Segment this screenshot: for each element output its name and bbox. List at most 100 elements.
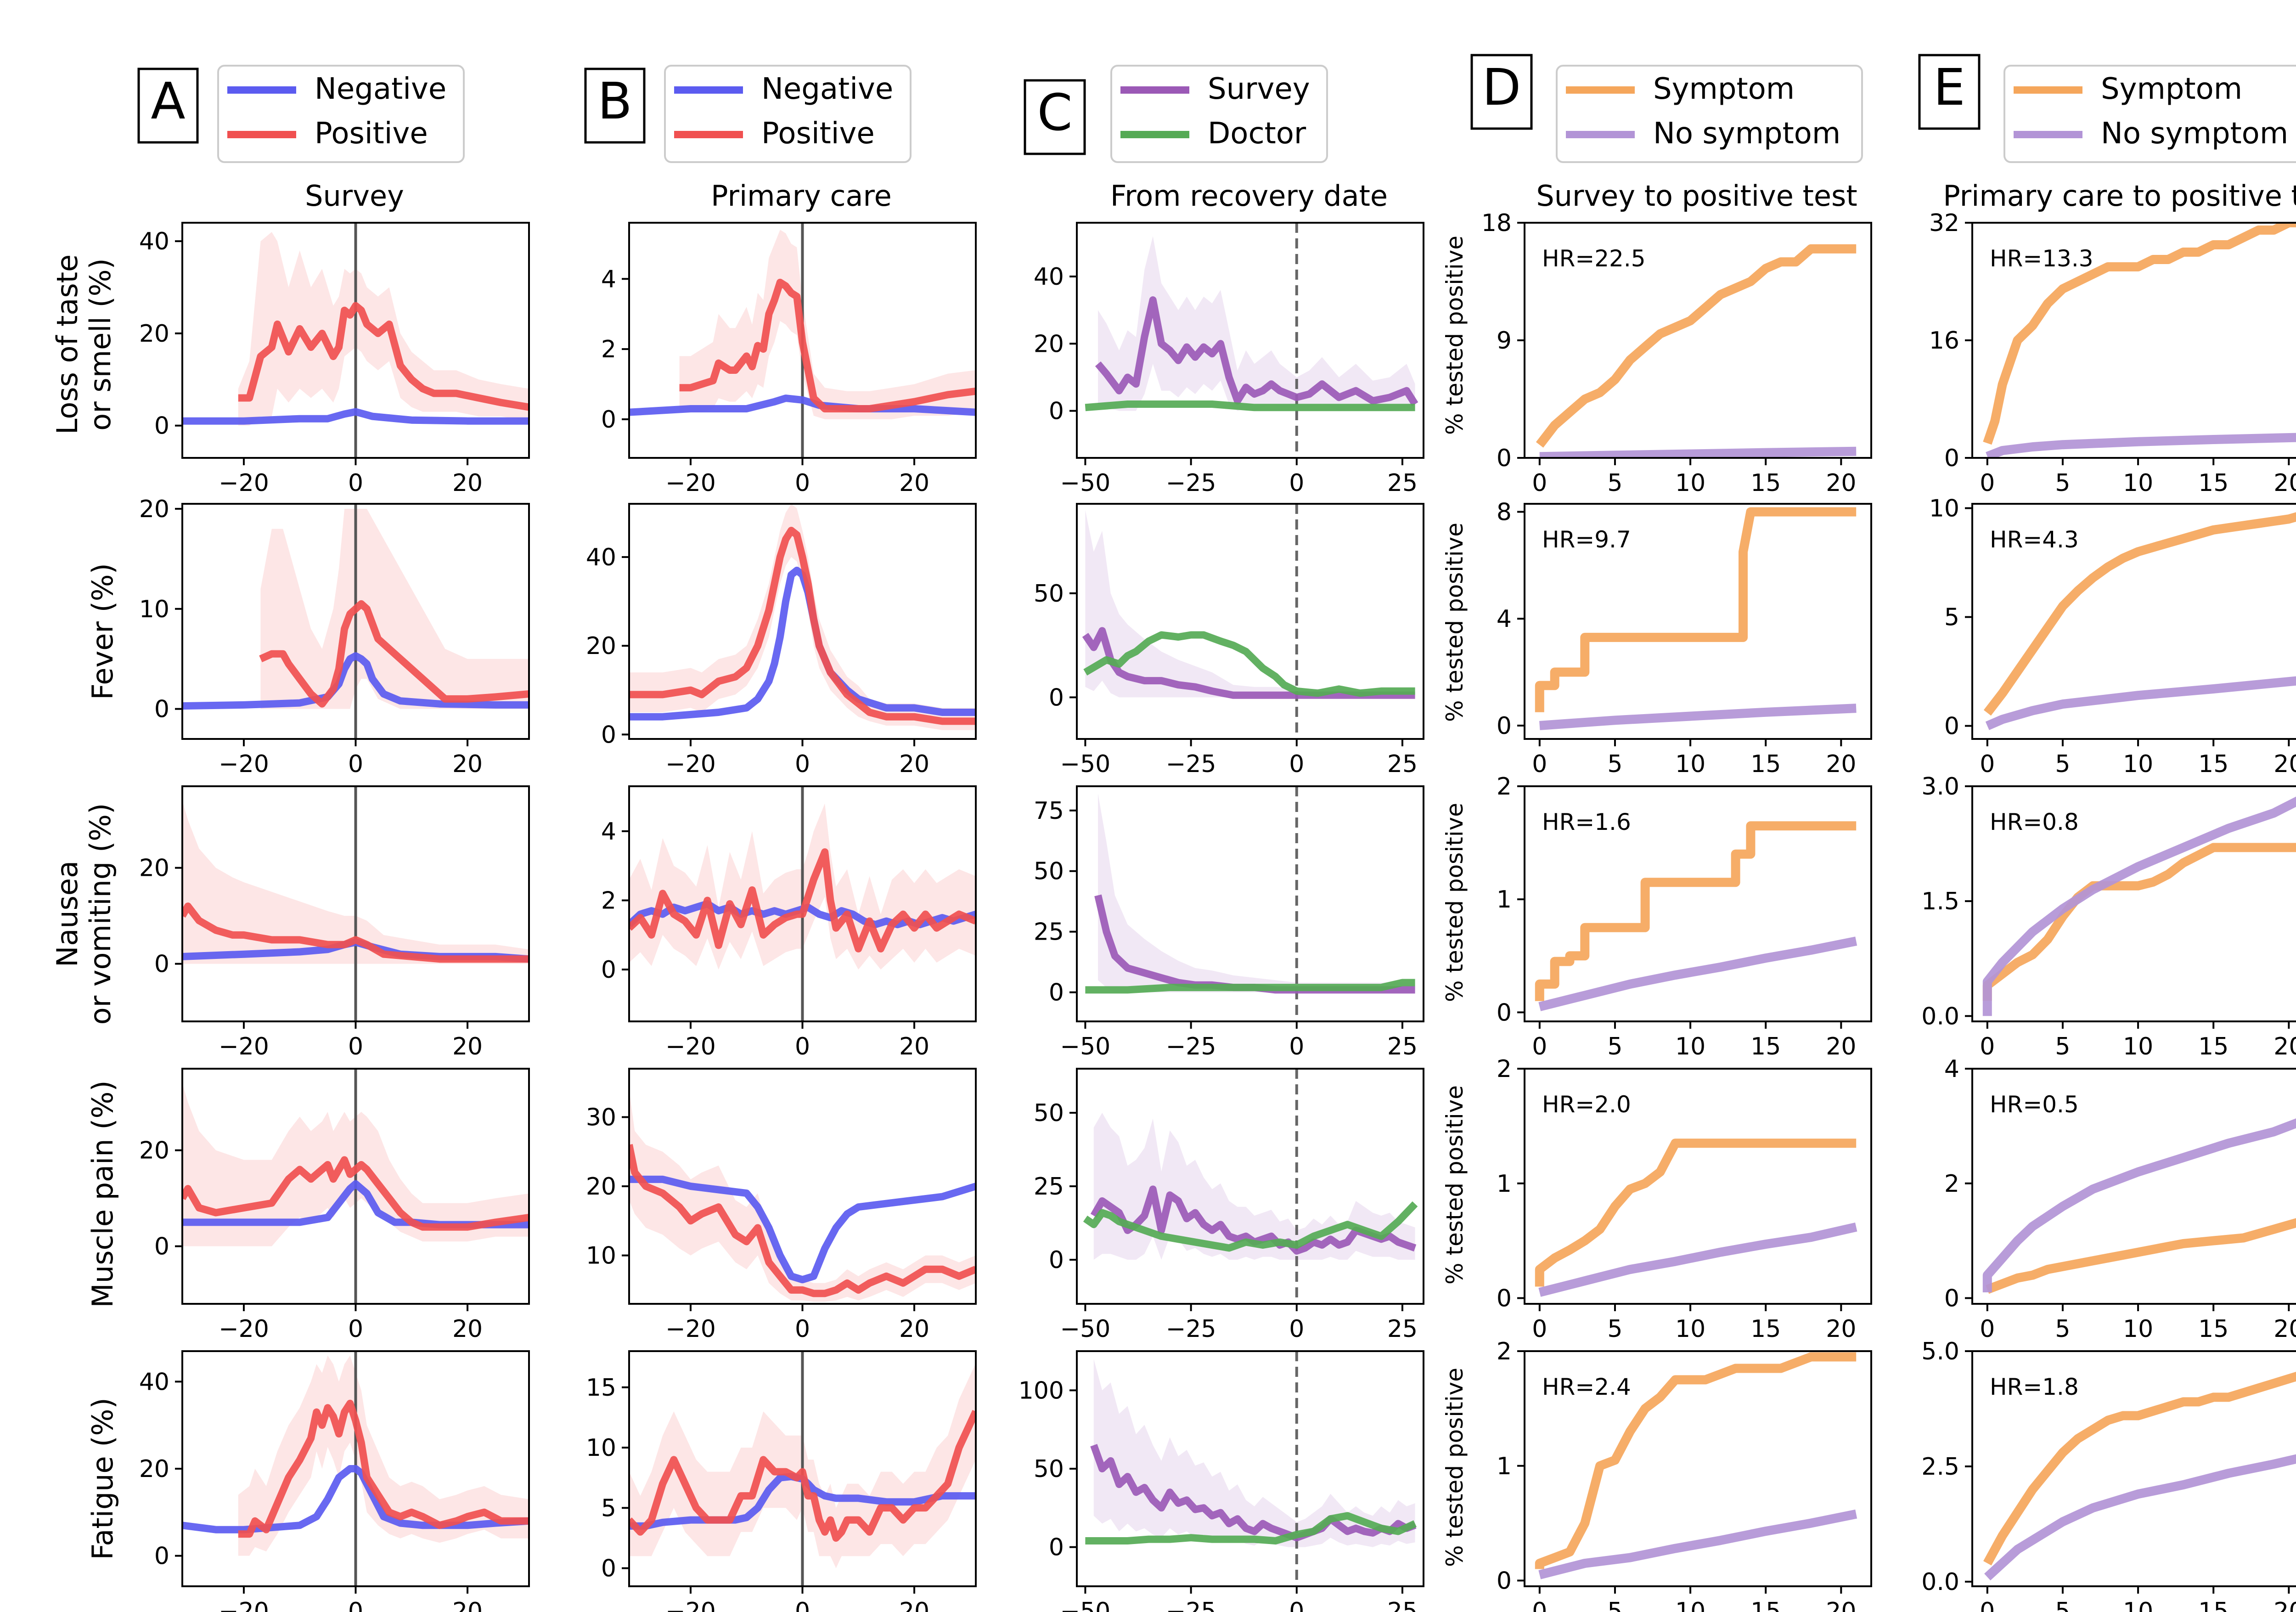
x-tick-label: 20 [452, 1315, 483, 1343]
series-line-symptom [1535, 507, 1857, 712]
x-tick-label: 5 [2055, 1033, 2070, 1060]
y-tick-label: 100 [1019, 1377, 1064, 1404]
plot-area [629, 223, 976, 458]
y-tick-label: 0 [154, 1233, 169, 1261]
panel-d-row-1: 0 5 10 15 20 0 9 18 HR=22.5 [1481, 209, 1872, 497]
series-line-no-symptom [1539, 446, 1857, 458]
panel-a-row-2: −20 0 20 0 10 20 [139, 496, 530, 778]
x-tick-label: −50 [1060, 1033, 1111, 1060]
plot-area [1535, 1352, 1857, 1579]
x-tick-label: 10 [1675, 1033, 1705, 1060]
x-tick-label: 25 [1387, 1033, 1418, 1060]
x-tick-label: 5 [1607, 1033, 1622, 1060]
x-tick-label: 20 [1826, 1315, 1856, 1343]
legend-label-survey: Survey [1208, 72, 1310, 106]
x-tick-label: −20 [219, 469, 269, 497]
x-tick-label: 0 [348, 1598, 363, 1612]
panel-letters: A B C D E [137, 54, 1981, 155]
hazard-ratio-label: HR=0.5 [1990, 1091, 2079, 1118]
x-tick-label: 20 [899, 469, 929, 497]
y-tick-label: 1 [1497, 1453, 1512, 1480]
x-tick-label: 0 [795, 1315, 810, 1343]
x-tick-label: 20 [2273, 1033, 2296, 1060]
y-tick-label: 40 [139, 228, 169, 255]
series-line-positive [629, 848, 976, 953]
panel-d-row-4: 0 5 10 15 20 0 1 2 HR=2.0 [1497, 1055, 1872, 1343]
y-tick-label: 0 [1049, 979, 1064, 1007]
legend-label-positive: Positive [761, 117, 875, 151]
panel-b-row-3: −20 0 20 0 2 4 [601, 785, 977, 1060]
x-tick-label: 15 [1750, 1033, 1781, 1060]
x-tick-label: −20 [219, 1315, 269, 1343]
x-tick-label: 25 [1387, 469, 1418, 497]
legend-b: Negative Positive [664, 65, 912, 163]
panel-a-row-4: −20 0 20 0 20 [139, 1068, 530, 1343]
y-tick-label: 2 [1497, 1055, 1512, 1083]
legend-label-negative: Negative [315, 72, 446, 106]
row-label-taste-line2: or smell (%) [84, 258, 117, 430]
y-tick-label: 50 [1034, 1099, 1064, 1127]
y-tick-label: 1 [1497, 1170, 1512, 1198]
y-tick-label: 0 [1497, 999, 1512, 1026]
x-tick-label: 25 [1387, 1315, 1418, 1343]
panel-b-row-2: −20 0 20 0 20 40 [586, 503, 977, 778]
y-tick-label: 0 [1049, 1246, 1064, 1274]
x-tick-label: 20 [452, 1598, 483, 1612]
plot-area [629, 786, 976, 1021]
x-tick-label: 0 [1289, 469, 1304, 497]
x-tick-label: 15 [1750, 1315, 1781, 1343]
x-tick-label: 10 [1675, 1315, 1705, 1343]
x-tick-label: 5 [1607, 750, 1622, 778]
series-line-no-symptom [1538, 1509, 1857, 1579]
y-tick-label: 0 [1049, 684, 1064, 711]
legend-label-negative: Negative [761, 72, 893, 106]
series-line-symptom [1535, 1352, 1857, 1569]
y-tick-label: 5 [1944, 604, 1959, 631]
band-positive [629, 1089, 976, 1302]
y-tick-label: 10 [1929, 495, 1959, 522]
x-tick-label: 15 [1750, 469, 1781, 497]
y-tick-label: 3.0 [1921, 773, 1959, 800]
panel-letter-b: B [597, 72, 632, 130]
axes-frame [1076, 503, 1424, 740]
panel-e-row-4: 0 5 10 15 20 0 2 4 HR=0.5 [1944, 1055, 2296, 1343]
series-line-symptom [1986, 1218, 2296, 1294]
plot-area [629, 504, 976, 730]
y-tick-label: 2 [1497, 1338, 1512, 1365]
panel-letter-e: E [1933, 58, 1965, 117]
x-tick-label: 0 [1980, 750, 1995, 778]
plot-area [182, 223, 529, 458]
km-ylabel-row3: % tested positive [1441, 803, 1468, 1002]
series-line-no-symptom [1984, 1454, 2296, 1581]
x-tick-label: 0 [1289, 750, 1304, 778]
x-tick-label: 0 [1980, 1033, 1995, 1060]
y-tick-label: 0.0 [1921, 1568, 1959, 1596]
y-tick-label: 0.0 [1921, 1003, 1959, 1030]
series-line-no-symptom [1986, 433, 2296, 458]
plot-area [1536, 244, 1857, 458]
x-tick-label: 20 [1826, 1598, 1856, 1612]
x-tick-label: 10 [2123, 1033, 2153, 1060]
series-line-symptom [1536, 244, 1857, 448]
y-tick-label: 0 [1049, 1534, 1064, 1561]
x-tick-label: 0 [1980, 469, 1995, 497]
x-tick-label: 20 [2273, 750, 2296, 778]
series-line-survey [1090, 1444, 1417, 1542]
y-tick-label: 2 [601, 336, 616, 363]
y-tick-label: 0 [1497, 1285, 1512, 1313]
series-line-positive [679, 278, 976, 412]
legend-label-no-symptom: No symptom [1653, 117, 1840, 151]
y-tick-label: 25 [1034, 1173, 1064, 1201]
y-tick-label: 20 [586, 632, 616, 660]
plot-area [1983, 1371, 2296, 1581]
panel-e-row-5: 0 5 10 15 20 0.0 2.5 5.0 HR=1.8 [1921, 1338, 2296, 1612]
x-tick-label: 20 [1826, 1033, 1856, 1060]
row-label-muscle: Muscle pain (%) [86, 1080, 119, 1308]
panel-a-row-1: −20 0 20 0 20 40 [139, 222, 530, 497]
x-tick-label: −20 [219, 1598, 269, 1612]
axes-frame [1971, 785, 2296, 1022]
x-tick-label: 5 [1607, 1315, 1622, 1343]
y-tick-label: 16 [1929, 327, 1959, 355]
